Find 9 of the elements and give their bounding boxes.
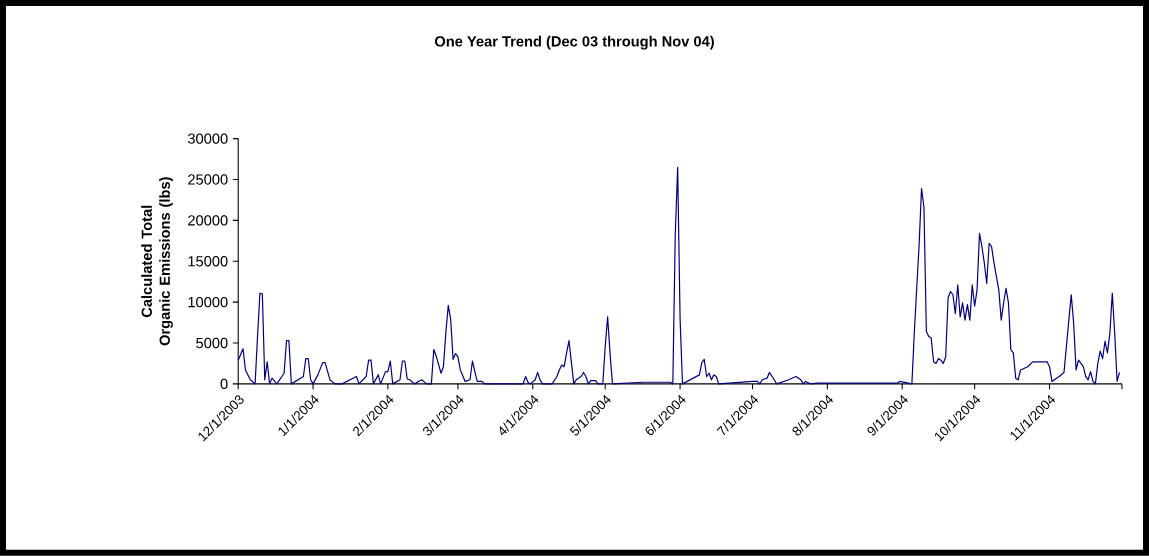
y-tick-label: 20000 [188, 215, 228, 226]
y-axis-title: Calculated Total Organic Emissions (lbs) [141, 177, 173, 346]
y-tick-label: 5000 [196, 337, 228, 349]
y-tick-label: 10000 [188, 297, 228, 308]
y-tick-label: 25000 [188, 174, 228, 185]
y-tick-label: 15000 [188, 256, 228, 267]
chart-title: One Year Trend (Dec 03 through Nov 04) [434, 35, 714, 50]
y-tick-label: 0 [220, 378, 228, 390]
y-tick-label: 30000 [187, 133, 228, 144]
